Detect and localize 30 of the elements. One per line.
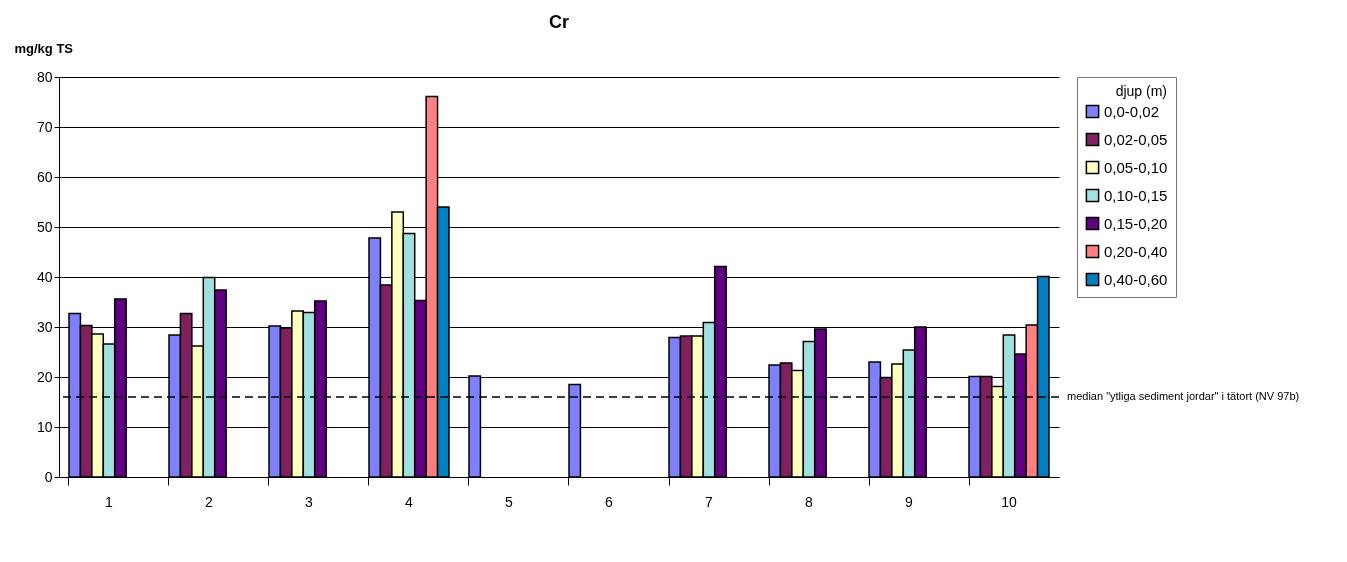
x-tick-label: 4 [405, 493, 414, 510]
legend-title: djup (m) [1115, 83, 1167, 99]
legend-label: 0,0-0,02 [1104, 102, 1160, 120]
y-tick-label: 50 [36, 218, 53, 235]
ref-line-label: median "ytliga sediment jordar" i tätort (NV 97b) [1067, 390, 1300, 402]
legend-label: 0,05-0,10 [1104, 158, 1168, 176]
legend-label: 0,40-0,60 [1104, 270, 1168, 288]
x-tick-label: 3 [305, 493, 314, 510]
y-tick-label: 20 [36, 368, 53, 385]
y-tick-label: 40 [36, 268, 53, 285]
y-tick-label: 60 [36, 168, 53, 185]
y-tick-label: 30 [36, 318, 53, 335]
y-tick-label: 80 [36, 68, 53, 85]
y-tick-label: 10 [36, 418, 53, 435]
x-tick-label: 10 [1001, 493, 1017, 510]
x-tick-label: 8 [805, 493, 814, 510]
x-tick-label: 2 [205, 493, 214, 510]
legend-label: 0,10-0,15 [1104, 186, 1168, 204]
legend-label: 0,02-0,05 [1104, 130, 1168, 148]
x-tick-label: 9 [905, 493, 914, 510]
y-axis-title: mg/kg TS [14, 40, 74, 56]
y-tick-label: 0 [44, 468, 53, 485]
chart-title: Cr [548, 12, 570, 32]
legend-label: 0,20-0,40 [1104, 242, 1168, 260]
x-tick-label: 7 [705, 493, 714, 510]
y-tick-label: 70 [36, 118, 53, 135]
x-tick-label: 5 [505, 493, 514, 510]
x-tick-label: 1 [105, 493, 114, 510]
x-tick-label: 6 [605, 493, 614, 510]
legend-label: 0,15-0,20 [1104, 214, 1168, 232]
